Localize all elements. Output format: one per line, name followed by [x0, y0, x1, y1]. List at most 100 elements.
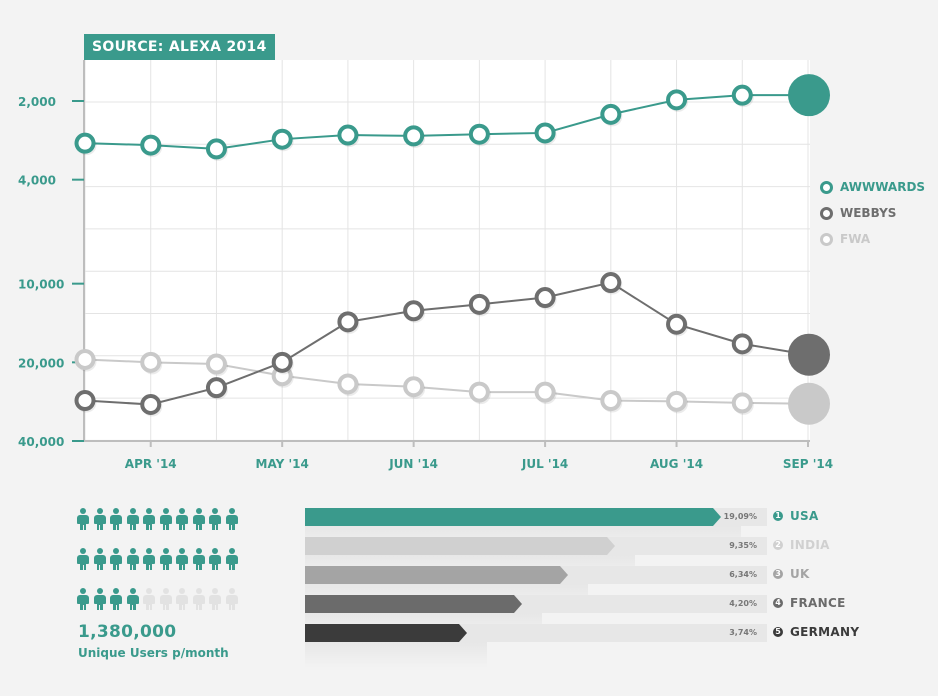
data-point: [271, 128, 293, 150]
person-icon: [175, 548, 192, 570]
country-bar-row-usa: 19,09% 1 USA: [305, 508, 865, 552]
legend-marker-icon: [820, 207, 833, 220]
legend-label: WEBBYS: [840, 206, 897, 220]
users-count: 1,380,000: [78, 622, 177, 642]
person-icon: [192, 548, 209, 570]
y-tick-label: 20,000: [18, 356, 64, 370]
person-icon: [192, 508, 209, 530]
person-icon: [159, 508, 176, 530]
data-point: [271, 351, 293, 373]
country-bar-row-germany: 3,74% 5 GERMANY: [305, 624, 865, 668]
series-end-marker: [788, 382, 830, 425]
data-point: [403, 125, 425, 147]
bar-fill: [305, 508, 713, 526]
series-end-marker: [788, 333, 830, 376]
data-point: [74, 132, 96, 154]
data-point: [74, 390, 96, 412]
data-point: [600, 390, 622, 412]
data-point: [666, 313, 688, 335]
person-icon: [159, 588, 176, 610]
data-point: [534, 122, 556, 144]
data-point: [205, 377, 227, 399]
bar-percent: 19,09%: [723, 512, 757, 521]
legend-label: FWA: [840, 232, 871, 246]
person-icon: [76, 508, 93, 530]
data-point: [337, 124, 359, 146]
person-icon: [175, 508, 192, 530]
data-point: [205, 138, 227, 160]
users-pictogram: [76, 508, 241, 628]
country-bar-row-france: 4,20% 4 FRANCE: [305, 595, 865, 639]
country-bar-row-india: 9,35% 2 INDIA: [305, 537, 865, 581]
person-icon: [225, 548, 242, 570]
country-name: GERMANY: [790, 625, 860, 639]
data-point: [337, 373, 359, 395]
rank-badge: 5: [773, 627, 783, 637]
person-icon: [126, 548, 143, 570]
bar-percent: 9,35%: [729, 541, 757, 550]
data-point: [534, 287, 556, 309]
pictogram-row: [76, 508, 241, 548]
data-point: [337, 311, 359, 333]
bar-percent: 3,74%: [729, 628, 757, 637]
rank-badge: 1: [773, 511, 783, 521]
person-icon: [142, 508, 159, 530]
x-tick-label: SEP '14: [783, 457, 833, 471]
person-icon: [93, 548, 110, 570]
person-icon: [192, 588, 209, 610]
series-end-marker: [788, 74, 830, 117]
data-point: [731, 333, 753, 355]
bar-fill: [305, 537, 607, 555]
person-icon: [126, 508, 143, 530]
bar-fill: [305, 566, 560, 584]
y-tick-label: 2,000: [18, 95, 56, 109]
person-icon: [208, 548, 225, 570]
bar-shadow: [305, 642, 487, 668]
legend-marker-icon: [820, 233, 833, 246]
person-icon: [109, 508, 126, 530]
bar-fill: [305, 595, 514, 613]
pictogram-row: [76, 588, 241, 628]
country-name: UK: [790, 567, 810, 581]
person-icon: [76, 588, 93, 610]
source-badge: SOURCE: ALEXA 2014: [84, 34, 275, 60]
users-label: Unique Users p/month: [78, 646, 229, 660]
person-icon: [126, 588, 143, 610]
plot-area: [84, 60, 810, 441]
data-point: [731, 392, 753, 414]
x-tick-label: MAY '14: [256, 457, 309, 471]
rank-badge: 4: [773, 598, 783, 608]
person-icon: [159, 548, 176, 570]
person-icon: [142, 548, 159, 570]
country-name: INDIA: [790, 538, 830, 552]
y-tick-label: 40,000: [18, 435, 64, 449]
data-point: [666, 89, 688, 111]
data-point: [600, 272, 622, 294]
x-tick-label: JUL '14: [521, 457, 568, 471]
x-tick-label: AUG '14: [650, 457, 703, 471]
data-point: [534, 381, 556, 403]
bar-percent: 6,34%: [729, 570, 757, 579]
country-bar-row-uk: 6,34% 3 UK: [305, 566, 865, 610]
x-tick-label: APR '14: [125, 457, 177, 471]
person-icon: [142, 588, 159, 610]
legend-label: AWWWARDS: [840, 180, 926, 194]
country-name: USA: [790, 509, 819, 523]
person-icon: [208, 508, 225, 530]
data-point: [403, 376, 425, 398]
data-point: [666, 390, 688, 412]
legend-marker-icon: [820, 181, 833, 194]
bar-tip: [514, 595, 522, 613]
data-point: [205, 353, 227, 375]
bar-percent: 4,20%: [729, 599, 757, 608]
data-point: [140, 134, 162, 156]
country-name: FRANCE: [790, 596, 846, 610]
data-point: [468, 293, 490, 315]
bar-tip: [607, 537, 615, 555]
rank-badge: 3: [773, 569, 783, 579]
person-icon: [175, 588, 192, 610]
data-point: [140, 394, 162, 416]
data-point: [468, 123, 490, 145]
person-icon: [93, 588, 110, 610]
data-point: [731, 84, 753, 106]
